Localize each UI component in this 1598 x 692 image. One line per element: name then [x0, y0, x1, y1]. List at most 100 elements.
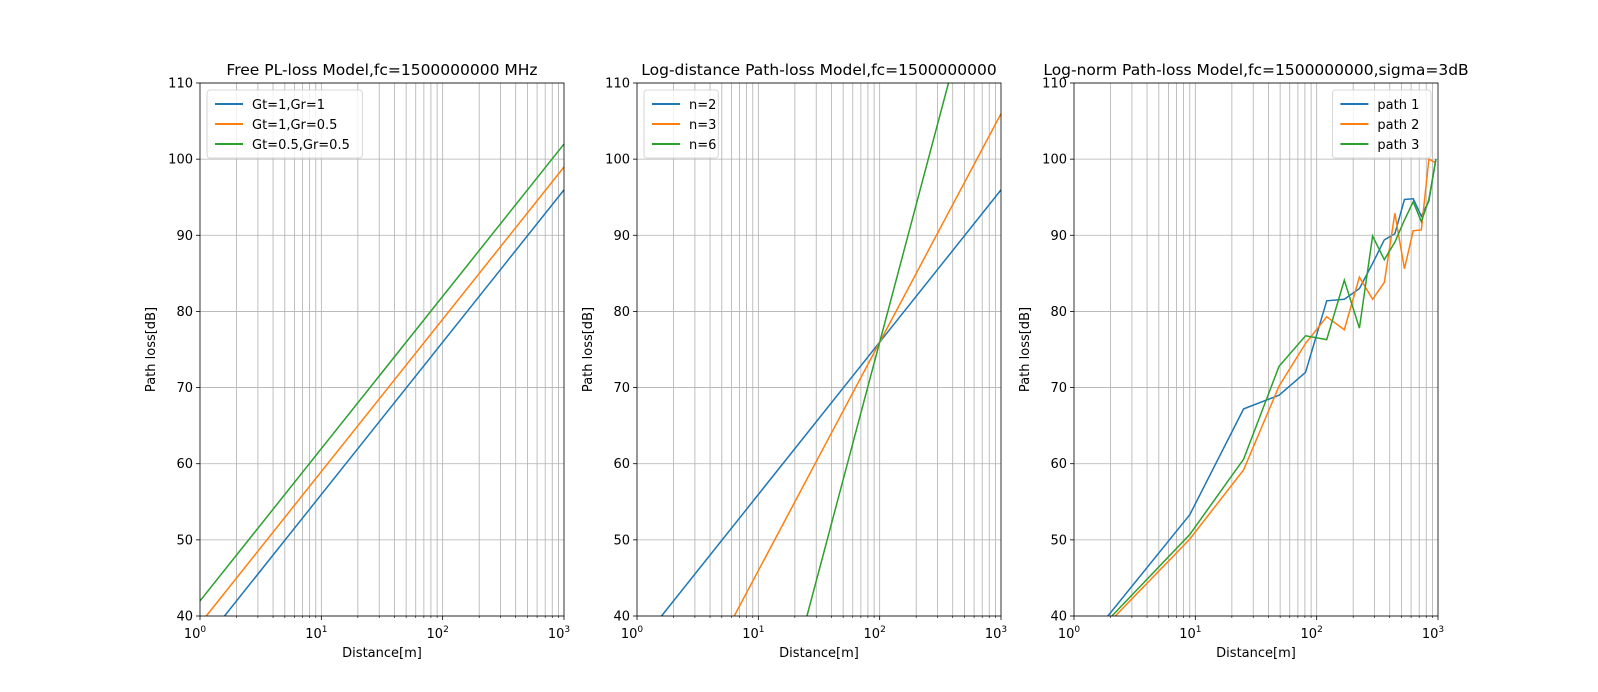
x-tick-exponent: 3 — [564, 625, 570, 635]
x-tick-base: 10 — [985, 627, 1002, 642]
x-tick-base: 10 — [1422, 627, 1439, 642]
x-tick-base: 10 — [1179, 627, 1196, 642]
x-tick-base: 10 — [1301, 627, 1318, 642]
x-tick-label: 100 — [184, 625, 207, 642]
x-tick-label: 101 — [1179, 625, 1201, 642]
x-tick-base: 10 — [427, 627, 444, 642]
x-tick-base: 10 — [305, 627, 322, 642]
x-tick-exponent: 0 — [637, 625, 643, 635]
y-tick-label: 110 — [1042, 77, 1067, 92]
legend: n=2 n=3 n=6 — [643, 89, 719, 159]
legend-label: n=3 — [689, 118, 716, 133]
y-tick-label: 100 — [168, 153, 193, 168]
y-tick-label: 60 — [613, 457, 630, 472]
x-tick-label: 100 — [621, 625, 644, 642]
legend-label: path 2 — [1377, 118, 1419, 133]
x-tick-exponent: 2 — [880, 625, 886, 635]
x-tick-label: 101 — [742, 625, 764, 642]
x-axis-label: Distance[m] — [779, 646, 859, 661]
series-line-path-2 — [1114, 157, 1437, 617]
x-tick-label: 102 — [864, 625, 886, 642]
legend-frame — [206, 89, 363, 159]
y-tick-label: 70 — [613, 381, 630, 396]
legend-label: path 1 — [1377, 98, 1419, 113]
series-line-path-3 — [1111, 159, 1437, 617]
x-tick-base: 10 — [548, 627, 565, 642]
x-tick-base: 10 — [1058, 627, 1075, 642]
y-tick-label: 80 — [176, 305, 193, 320]
x-axis-label: Distance[m] — [342, 646, 422, 661]
axes-frame — [1073, 82, 1439, 617]
legend-frame — [643, 89, 719, 159]
y-axis-label: Path loss[dB] — [581, 307, 596, 392]
x-tick-label: 101 — [305, 625, 327, 642]
y-tick-label: 50 — [613, 533, 630, 548]
y-tick-label: 60 — [176, 457, 193, 472]
x-tick-label: 100 — [1058, 625, 1081, 642]
chart-title: Free PL-loss Model,fc=1500000000 MHz — [226, 61, 537, 79]
x-tick-base: 10 — [184, 627, 201, 642]
x-tick-exponent: 3 — [1001, 625, 1007, 635]
x-tick-base: 10 — [621, 627, 638, 642]
x-tick-label: 102 — [1301, 625, 1323, 642]
series-line-gt-1-gr-1 — [223, 189, 565, 617]
legend-label: Gt=1,Gr=1 — [252, 98, 325, 113]
y-tick-label: 70 — [1050, 381, 1067, 396]
x-tick-label: 103 — [985, 625, 1007, 642]
y-axis-label: Path loss[dB] — [1018, 307, 1033, 392]
x-tick-exponent: 3 — [1438, 625, 1444, 635]
legend: Gt=1,Gr=1 Gt=1,Gr=0.5 Gt=0.5,Gr=0.5 — [206, 89, 363, 159]
series-line-gt-0-5-gr-0-5 — [199, 143, 565, 602]
legend-label: Gt=0.5,Gr=0.5 — [252, 138, 350, 153]
y-tick-label: 80 — [1050, 305, 1067, 320]
legend-label: Gt=1,Gr=0.5 — [252, 118, 337, 133]
chart-title: Log-distance Path-loss Model,fc=15000000… — [641, 61, 996, 79]
x-tick-exponent: 1 — [322, 625, 328, 635]
legend-label: n=6 — [689, 138, 716, 153]
axes-frame — [199, 82, 565, 617]
legend-label: path 3 — [1377, 138, 1419, 153]
legend: path 1 path 2 path 3 — [1332, 89, 1432, 159]
y-axis-label: Path loss[dB] — [144, 307, 159, 392]
y-tick-label: 40 — [176, 610, 193, 625]
y-tick-label: 70 — [176, 381, 193, 396]
x-tick-exponent: 2 — [443, 625, 449, 635]
y-tick-label: 60 — [1050, 457, 1067, 472]
y-tick-label: 110 — [168, 77, 193, 92]
x-tick-exponent: 2 — [1317, 625, 1323, 635]
legend-label: n=2 — [689, 98, 716, 113]
series-line-gt-1-gr-0-5 — [205, 166, 565, 617]
x-tick-base: 10 — [864, 627, 881, 642]
x-tick-label: 102 — [427, 625, 449, 642]
series-line-path-1 — [1107, 159, 1437, 617]
y-tick-label: 40 — [1050, 610, 1067, 625]
y-tick-label: 90 — [1050, 229, 1067, 244]
x-axis-label: Distance[m] — [1216, 646, 1296, 661]
y-tick-label: 110 — [605, 77, 630, 92]
y-tick-label: 50 — [176, 533, 193, 548]
series-line-n-6 — [806, 82, 950, 617]
x-tick-exponent: 0 — [200, 625, 206, 635]
x-tick-label: 103 — [548, 625, 570, 642]
x-tick-base: 10 — [742, 627, 759, 642]
x-tick-exponent: 1 — [759, 625, 765, 635]
y-tick-label: 100 — [605, 153, 630, 168]
y-tick-label: 50 — [1050, 533, 1067, 548]
y-tick-label: 90 — [613, 229, 630, 244]
x-tick-label: 103 — [1422, 625, 1444, 642]
y-tick-label: 40 — [613, 610, 630, 625]
chart-title: Log-norm Path-loss Model,fc=1500000000,s… — [1043, 61, 1468, 79]
y-tick-label: 100 — [1042, 153, 1067, 168]
axes-frame — [636, 82, 1002, 617]
x-tick-exponent: 0 — [1074, 625, 1080, 635]
x-tick-exponent: 1 — [1196, 625, 1202, 635]
legend-frame — [1332, 89, 1432, 159]
y-tick-label: 90 — [176, 229, 193, 244]
y-tick-label: 80 — [613, 305, 630, 320]
series-line-n-3 — [733, 113, 1002, 617]
series-line-n-2 — [660, 189, 1002, 617]
